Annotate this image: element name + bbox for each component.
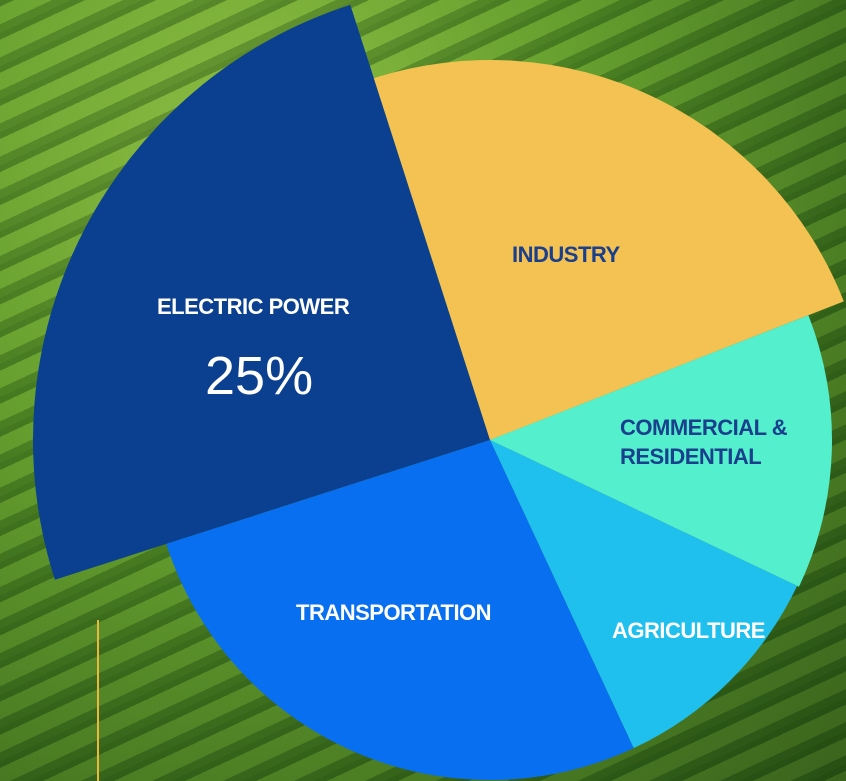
chart <box>0 0 846 781</box>
page: (() => { const data = JSON.parse(documen… <box>0 0 846 781</box>
slice-label: ELECTRIC POWER <box>157 292 377 321</box>
value-label: 25% <box>205 345 313 407</box>
slice-label: INDUSTRY <box>512 240 652 269</box>
slice-label: TRANSPORTATION <box>296 598 516 627</box>
slice-label: AGRICULTURE <box>612 616 782 645</box>
slice-label: COMMERCIAL & RESIDENTIAL <box>620 413 805 471</box>
